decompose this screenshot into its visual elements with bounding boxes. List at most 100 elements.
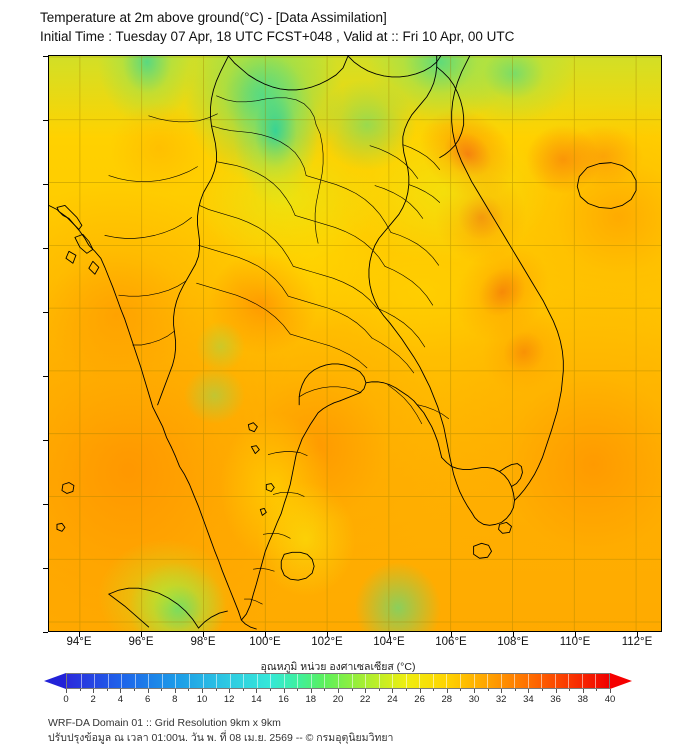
temperature-field: [49, 56, 661, 631]
colorbar-segment-line: [283, 674, 285, 688]
xtick-mark: [265, 632, 266, 637]
colorbar-segment-line: [243, 674, 245, 688]
colorbar-tick-label: 34: [523, 694, 534, 705]
colorbar-segment-line: [392, 674, 394, 688]
map-coastlines-and-borders: [49, 56, 637, 630]
colorbar-segment-line: [188, 674, 190, 688]
colorbar-tick: [528, 689, 530, 693]
colorbar-tick: [66, 689, 67, 693]
map-plot-area[interactable]: [48, 55, 662, 632]
colorbar-segment-line: [568, 674, 570, 688]
colorbar-tick: [596, 689, 598, 691]
colorbar-body: [66, 673, 610, 689]
colorbar-tick: [120, 689, 122, 693]
colorbar-segment-line: [473, 674, 475, 688]
colorbar-segment-line: [595, 674, 597, 688]
xtick-label: 106°E: [435, 636, 467, 648]
colorbar-tick-label: 0: [63, 694, 69, 705]
colorbar-over-arrow: [610, 673, 632, 689]
field-blob: [355, 562, 441, 631]
colorbar-tick-label: 10: [196, 694, 208, 705]
colorbar-segment-line: [148, 674, 150, 688]
colorbar-tick: [106, 689, 108, 691]
xtick-mark: [389, 632, 390, 637]
xtick-label: 100°E: [249, 636, 281, 648]
xtick-label: 108°E: [497, 636, 529, 648]
colorbar-segment-line: [581, 674, 583, 688]
colorbar-tick-label: 18: [305, 694, 317, 705]
colorbar-tick: [501, 689, 503, 693]
colorbar-under-arrow: [44, 673, 66, 689]
colorbar-tick: [582, 689, 584, 693]
colorbar-segment-line: [527, 674, 529, 688]
xtick-mark: [79, 632, 80, 637]
colorbar-tick: [202, 689, 203, 693]
colorbar-tick: [610, 689, 611, 693]
xtick-mark: [513, 632, 514, 637]
colorbar-tick: [569, 689, 571, 691]
colorbar-tick-label: 28: [441, 694, 453, 705]
colorbar-tick-label: 14: [251, 694, 262, 705]
chart-title-block: Temperature at 2m above ground(°C) - [Da…: [40, 8, 660, 46]
field-blob: [97, 539, 233, 631]
colorbar-tick-label: 26: [414, 694, 425, 705]
colorbar-segment-line: [94, 674, 96, 688]
colorbar-scale[interactable]: 0 2 4 6 8 10 12 14 16 18 20 22 24 26 28 30 32 34 36 38 40: [44, 673, 632, 705]
footer-model-line: WRF-DA Domain 01 :: Grid Resolution 9km …: [48, 717, 281, 729]
colorbar-segment-line: [514, 674, 516, 688]
chart-subtitle: Initial Time : Tuesday 07 Apr, 18 UTC FC…: [40, 29, 515, 44]
colorbar-segment-line: [446, 674, 448, 688]
colorbar-segment-line: [541, 674, 543, 688]
field-blob: [110, 102, 209, 194]
colorbar-tick: [215, 689, 217, 691]
colorbar-segment-line: [216, 674, 218, 688]
colorbar-segment-line: [432, 674, 434, 688]
colorbar-tick: [514, 689, 516, 691]
colorbar-tick: [419, 689, 421, 693]
colorbar-segment-line: [107, 674, 109, 688]
footer-credit-line: ปรับปรุงข้อมูล ณ เวลา 01:00น. วัน พ. ที่…: [48, 732, 394, 744]
colorbar-tick-label: 2: [90, 694, 96, 705]
xtick-mark: [575, 632, 576, 637]
colorbar-tick: [446, 689, 448, 693]
colorbar-segment-line: [365, 674, 367, 688]
xtick-label: 98°E: [190, 636, 216, 648]
colorbar-tick-label: 6: [144, 694, 151, 705]
colorbar-tick: [270, 689, 271, 691]
map-gridlines: [49, 56, 661, 631]
xtick-mark: [637, 632, 638, 637]
colorbar-tick-label: 8: [172, 694, 178, 705]
field-blob: [183, 366, 245, 424]
xtick-label: 102°E: [311, 636, 343, 648]
xtick-label: 94°E: [66, 636, 92, 648]
xtick-label: 104°E: [373, 636, 405, 648]
field-blob: [195, 320, 245, 373]
colorbar-tick-label: 22: [359, 694, 371, 705]
colorbar-segment-line: [324, 674, 326, 688]
colorbar-segment-line: [297, 674, 299, 688]
ytick-mark: [43, 632, 48, 633]
colorbar-tick: [161, 689, 163, 691]
colorbar-tick: [324, 689, 326, 691]
colorbar-segment-line: [229, 674, 231, 688]
colorbar-tick-label: 40: [604, 694, 616, 705]
colorbar-segment-line: [500, 674, 502, 688]
colorbar-tick: [283, 689, 285, 693]
colorbar-segment-line: [378, 674, 380, 688]
xtick-mark: [141, 632, 142, 637]
colorbar-tick-label: 36: [550, 694, 561, 705]
colorbar-tick: [174, 689, 176, 693]
colorbar-tick: [229, 689, 231, 693]
colorbar-tick-label: 16: [278, 694, 289, 705]
colorbar-title: อุณหภูมิ หน่วย องศาเซลเซียส (°C): [260, 661, 416, 673]
colorbar-segment-line: [351, 674, 353, 688]
xtick-label: 96°E: [128, 636, 154, 648]
colorbar-tick: [297, 689, 299, 691]
colorbar-segment-line: [487, 674, 489, 688]
field-blob: [257, 481, 355, 597]
colorbar-tick: [93, 689, 95, 693]
xtick-mark: [203, 632, 204, 637]
colorbar-segment-line: [202, 674, 204, 688]
colorbar-tick: [487, 689, 489, 691]
colorbar-tick: [474, 689, 475, 693]
